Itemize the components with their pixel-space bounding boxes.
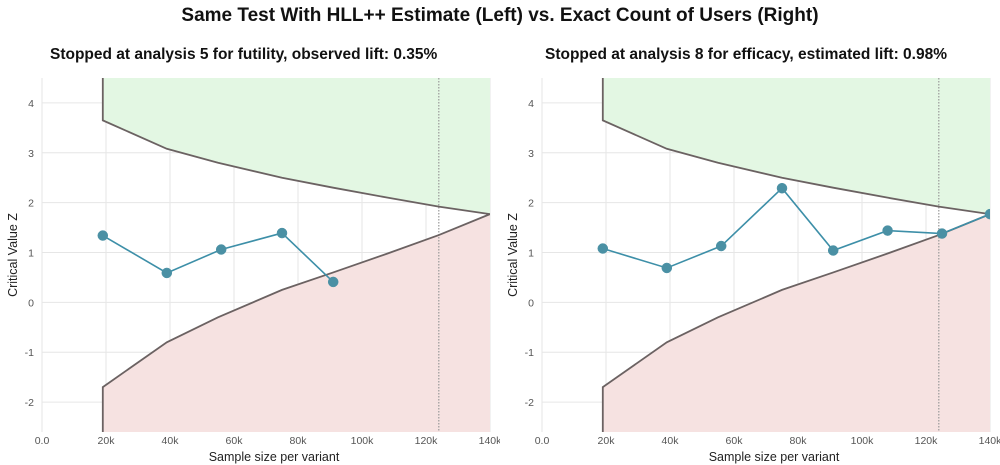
- observed-z-point: [661, 262, 673, 274]
- y-axis-label: Critical Value Z: [506, 213, 520, 297]
- x-tick-label: 140k: [479, 435, 500, 447]
- observed-z-point: [715, 240, 727, 252]
- y-tick-label: -1: [525, 347, 534, 359]
- plot-area: [97, 78, 490, 432]
- observed-z-point: [161, 267, 173, 279]
- x-tick-label: 120k: [415, 435, 439, 447]
- right-chart-title: Stopped at analysis 8 for efficacy, esti…: [545, 46, 947, 63]
- x-tick-label: 40k: [162, 435, 180, 447]
- x-axis-label: Sample size per variant: [709, 450, 840, 464]
- x-tick-label: 20k: [98, 435, 116, 447]
- x-tick-label: 140k: [979, 435, 1000, 447]
- right-chart: 0.0 20k 40k 60k 80k 100k 120k 140k -2 -1 0 1 2 3 4 Samp…: [506, 78, 1000, 464]
- futility-boundary-line: [101, 213, 490, 432]
- observed-z-point: [984, 208, 990, 220]
- y-tick-label: -2: [25, 397, 34, 409]
- x-tick-label: 80k: [790, 435, 808, 447]
- efficacy-boundary-line: [101, 78, 490, 216]
- observed-z-point: [936, 228, 948, 239]
- x-tick-label: 100k: [851, 435, 875, 447]
- observed-z-line: [102, 232, 334, 283]
- y-tick-label: 2: [28, 198, 34, 210]
- y-axis-label: Critical Value Z: [6, 213, 20, 297]
- observed-z-point: [827, 245, 839, 256]
- y-tick-label: 1: [28, 248, 34, 260]
- x-tick-label: 0.0: [535, 435, 550, 447]
- x-tick-label: 20k: [598, 435, 616, 447]
- x-tick-label: 40k: [662, 435, 680, 447]
- observed-z-point: [882, 225, 893, 236]
- left-chart-title: Stopped at analysis 5 for futility, obse…: [50, 46, 438, 63]
- left-chart-panel: Stopped at analysis 5 for futility, obse…: [6, 46, 500, 464]
- y-tick-label: 3: [28, 148, 34, 160]
- y-tick-label: 0: [528, 297, 534, 309]
- y-tick-label: 0: [28, 297, 34, 309]
- plot-area: [597, 78, 990, 432]
- observed-z-point: [215, 244, 227, 255]
- y-tick-label: -1: [25, 347, 34, 359]
- x-tick-label: 60k: [226, 435, 244, 447]
- x-tick-label: 80k: [290, 435, 308, 447]
- observed-z-point: [597, 243, 609, 254]
- figure-title: Same Test With HLL++ Estimate (Left) vs.…: [181, 5, 819, 26]
- x-tick-label: 100k: [351, 435, 375, 447]
- observed-z-point: [276, 227, 288, 239]
- y-tick-label: 3: [528, 148, 534, 160]
- efficacy-region: [102, 78, 490, 215]
- left-chart: 0.0 20k 40k 60k 80k 100k 120k 140k -2 -1 0 1 2 3 4 Samp…: [6, 78, 500, 464]
- efficacy-region: [602, 78, 990, 215]
- efficacy-boundary-line: [601, 78, 990, 216]
- x-axis-label: Sample size per variant: [209, 450, 340, 464]
- observed-z-point: [97, 230, 109, 241]
- x-tick-label: 0.0: [35, 435, 50, 447]
- observed-z-line: [602, 187, 990, 269]
- observed-z-point: [327, 276, 339, 288]
- x-tick-label: 60k: [726, 435, 744, 447]
- y-tick-label: 2: [528, 198, 534, 210]
- y-tick-label: -2: [525, 397, 534, 409]
- right-chart-panel: Stopped at analysis 8 for efficacy, esti…: [500, 0, 1000, 465]
- futility-region: [102, 214, 490, 432]
- x-tick-label: 120k: [915, 435, 939, 447]
- y-tick-label: 1: [528, 248, 534, 260]
- y-tick-label: 4: [28, 98, 34, 110]
- futility-boundary-line: [601, 213, 990, 432]
- futility-region: [602, 214, 990, 432]
- y-tick-label: 4: [528, 98, 534, 110]
- observed-z-point: [776, 182, 788, 194]
